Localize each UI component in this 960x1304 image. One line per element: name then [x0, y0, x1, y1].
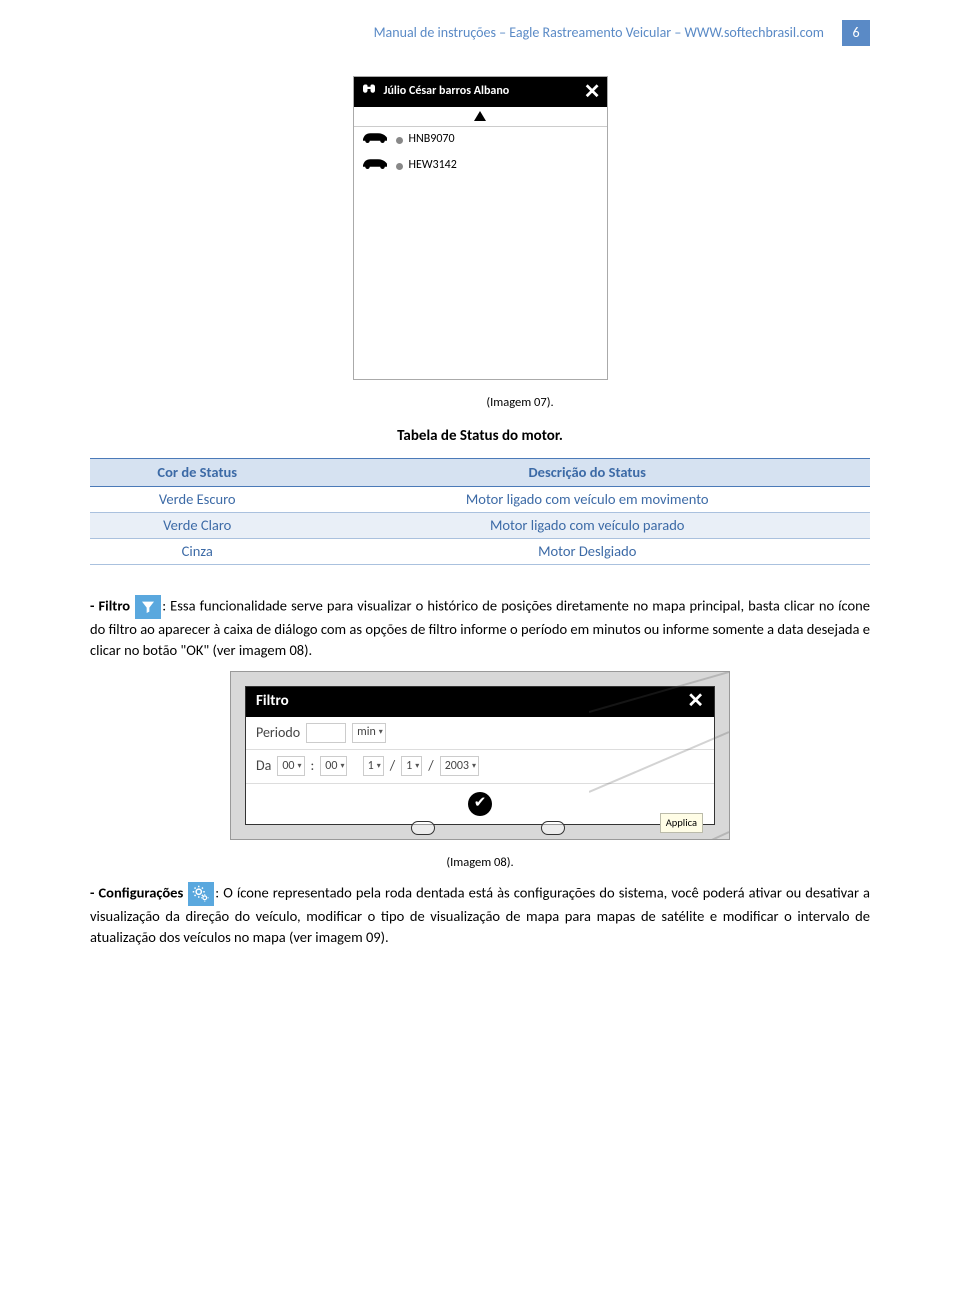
filtro-paragraph: - Filtro : Essa funcionalidade serve par… [90, 595, 870, 661]
vehicle-plate: HNB9070 [409, 131, 455, 148]
status-table-header-color: Cor de Status [90, 458, 304, 486]
map-car-icon [411, 821, 435, 835]
status-dot-icon [396, 163, 403, 170]
filtro-label: - Filtro [90, 596, 130, 614]
gear-icon [188, 882, 214, 906]
image-07-caption: (Imagem 07). [90, 394, 870, 412]
vehicle-row[interactable]: HNB9070 [354, 127, 607, 153]
status-desc-cell: Motor ligado com veículo em movimento [304, 486, 870, 512]
page-number: 6 [842, 20, 870, 46]
confirm-button[interactable]: ✔ [468, 792, 492, 816]
binoculars-icon [360, 80, 378, 104]
periodo-label: Periodo [256, 723, 300, 743]
status-color-cell: Verde Claro [90, 512, 304, 538]
filter-panel: Filtro ✕ Periodo min ▾ Da 00 ▾ : 00 ▾ [245, 686, 715, 825]
arrow-up-icon [474, 106, 486, 127]
filter-dialog-screenshot: Filtro ✕ Periodo min ▾ Da 00 ▾ : 00 ▾ [230, 671, 730, 840]
periodo-unit-select[interactable]: min ▾ [352, 723, 386, 743]
vehicle-row[interactable]: HEW3142 [354, 153, 607, 179]
date-slash: / [390, 756, 395, 776]
periodo-unit-value: min [357, 724, 376, 741]
car-icon [360, 129, 390, 150]
filter-title: Filtro [256, 691, 687, 713]
applica-tooltip: Applica [660, 813, 703, 832]
check-icon: ✔ [474, 793, 487, 815]
minute-value: 00 [325, 758, 337, 775]
status-table-heading: Tabela de Status do motor. [90, 426, 870, 448]
day-select[interactable]: 1 ▾ [363, 756, 384, 776]
vehicle-list-screenshot: Júlio César barros Albano ✕ HNB9070 HEW3… [353, 76, 608, 380]
da-label: Da [256, 756, 271, 776]
chevron-down-icon: ▾ [379, 727, 383, 739]
filter-periodo-row: Periodo min ▾ [246, 717, 714, 750]
page-header: Manual de instruções – Eagle Rastreament… [90, 20, 870, 46]
month-value: 1 [406, 758, 412, 775]
vehicle-plate: HEW3142 [409, 157, 457, 174]
config-label: - Configurações [90, 883, 183, 901]
chevron-down-icon: ▾ [377, 761, 381, 773]
app-user-name: Júlio César barros Albano [384, 83, 578, 100]
year-select[interactable]: 2003 ▾ [440, 756, 479, 776]
filter-confirm-row: ✔ [246, 784, 714, 824]
day-value: 1 [368, 758, 374, 775]
app-titlebar: Júlio César barros Albano ✕ [354, 77, 607, 107]
status-desc-cell: Motor ligado com veículo parado [304, 512, 870, 538]
periodo-input[interactable] [306, 723, 346, 743]
map-car-icon [541, 821, 565, 835]
config-paragraph: - Configurações : O ícone representado p… [90, 882, 870, 948]
filter-titlebar: Filtro ✕ [246, 687, 714, 717]
collapse-arrow-row[interactable] [354, 107, 607, 127]
status-table: Cor de Status Descrição do Status Verde … [90, 458, 870, 565]
filter-date-row: Da 00 ▾ : 00 ▾ 1 ▾ / 1 ▾ / 2003 [246, 750, 714, 783]
month-select[interactable]: 1 ▾ [401, 756, 422, 776]
status-desc-cell: Motor Deslgiado [304, 538, 870, 564]
status-table-header-desc: Descrição do Status [304, 458, 870, 486]
chevron-down-icon: ▾ [415, 761, 419, 773]
filtro-text: : Essa funcionalidade serve para visuali… [90, 596, 870, 659]
chevron-down-icon: ▾ [340, 761, 344, 773]
image-08-caption: (Imagem 08). [90, 854, 870, 872]
hour-value: 00 [282, 758, 294, 775]
close-icon[interactable]: ✕ [584, 78, 601, 107]
car-icon [360, 155, 390, 176]
app-empty-area [354, 179, 607, 379]
close-icon[interactable]: ✕ [687, 687, 704, 716]
header-title: Manual de instruções – Eagle Rastreament… [90, 23, 832, 43]
filter-icon [135, 595, 161, 619]
status-color-cell: Verde Escuro [90, 486, 304, 512]
status-color-cell: Cinza [90, 538, 304, 564]
date-slash: / [428, 756, 433, 776]
chevron-down-icon: ▾ [472, 761, 476, 773]
chevron-down-icon: ▾ [298, 761, 302, 773]
hour-select[interactable]: 00 ▾ [277, 756, 304, 776]
year-value: 2003 [445, 758, 469, 775]
minute-select[interactable]: 00 ▾ [320, 756, 347, 776]
time-colon: : [311, 756, 315, 776]
status-dot-icon [396, 137, 403, 144]
